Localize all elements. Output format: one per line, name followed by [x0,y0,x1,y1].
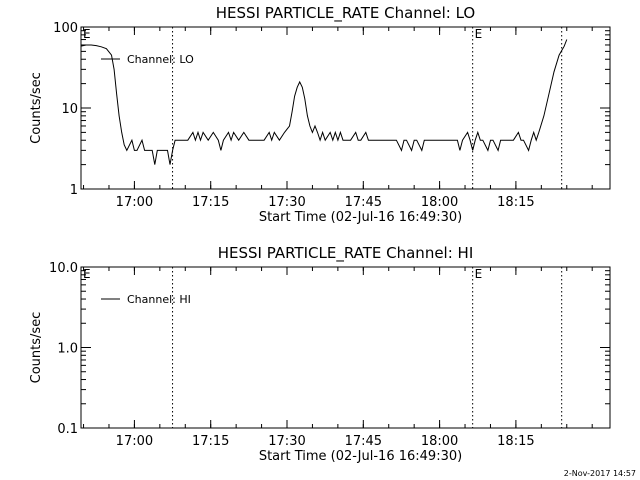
legend-label: Channel: HI [127,293,191,306]
plot-frame [80,26,611,190]
event-marker-label: E [83,27,91,41]
x-axis-label: Start Time (02-Jul-16 16:49:30) [259,449,462,464]
event-marker-label: E [475,27,483,41]
x-tick-label: 18:00 [421,434,458,449]
x-tick-label: 17:30 [268,195,305,210]
plot-frame [80,266,611,429]
x-tick-label: 17:30 [268,434,305,449]
chart-title: HESSI PARTICLE_RATE Channel: LO [216,4,475,23]
legend-label: Channel: LO [127,53,194,66]
event-marker-label: E [83,267,91,281]
y-axis-label: Counts/sec [29,312,44,384]
x-tick-label: 18:15 [497,434,534,449]
y-tick-label: 1.0 [57,342,78,357]
plot-timestamp: 2-Nov-2017 14:57 [563,469,636,478]
y-tick-label: 100 [53,21,78,36]
x-tick-label: 18:00 [421,195,458,210]
panel-hi: HESSI PARTICLE_RATE Channel: HI 17:00 17:1… [29,244,611,464]
x-axis-label: Start Time (02-Jul-16 16:49:30) [259,210,462,225]
series-line-lo [80,39,568,165]
x-tick-label: 17:45 [345,195,382,210]
event-marker-label: E [475,267,483,281]
x-tick-label: 17:00 [116,434,153,449]
panel-lo: HESSI PARTICLE_RATE Channel: LO 17:00 17:1… [29,4,611,225]
x-tick-label: 18:15 [497,195,534,210]
y-axis-label: Counts/sec [29,72,44,144]
x-tick-label: 17:15 [192,195,229,210]
x-tick-label: 17:00 [116,195,153,210]
y-tick-label: 10 [61,102,78,117]
y-tick-label: 1 [70,183,78,198]
x-tick-label: 17:45 [345,434,382,449]
y-tick-label: 0.1 [57,422,78,437]
y-tick-label: 10.0 [49,261,78,276]
chart-title: HESSI PARTICLE_RATE Channel: HI [218,244,474,263]
x-tick-label: 17:15 [192,434,229,449]
